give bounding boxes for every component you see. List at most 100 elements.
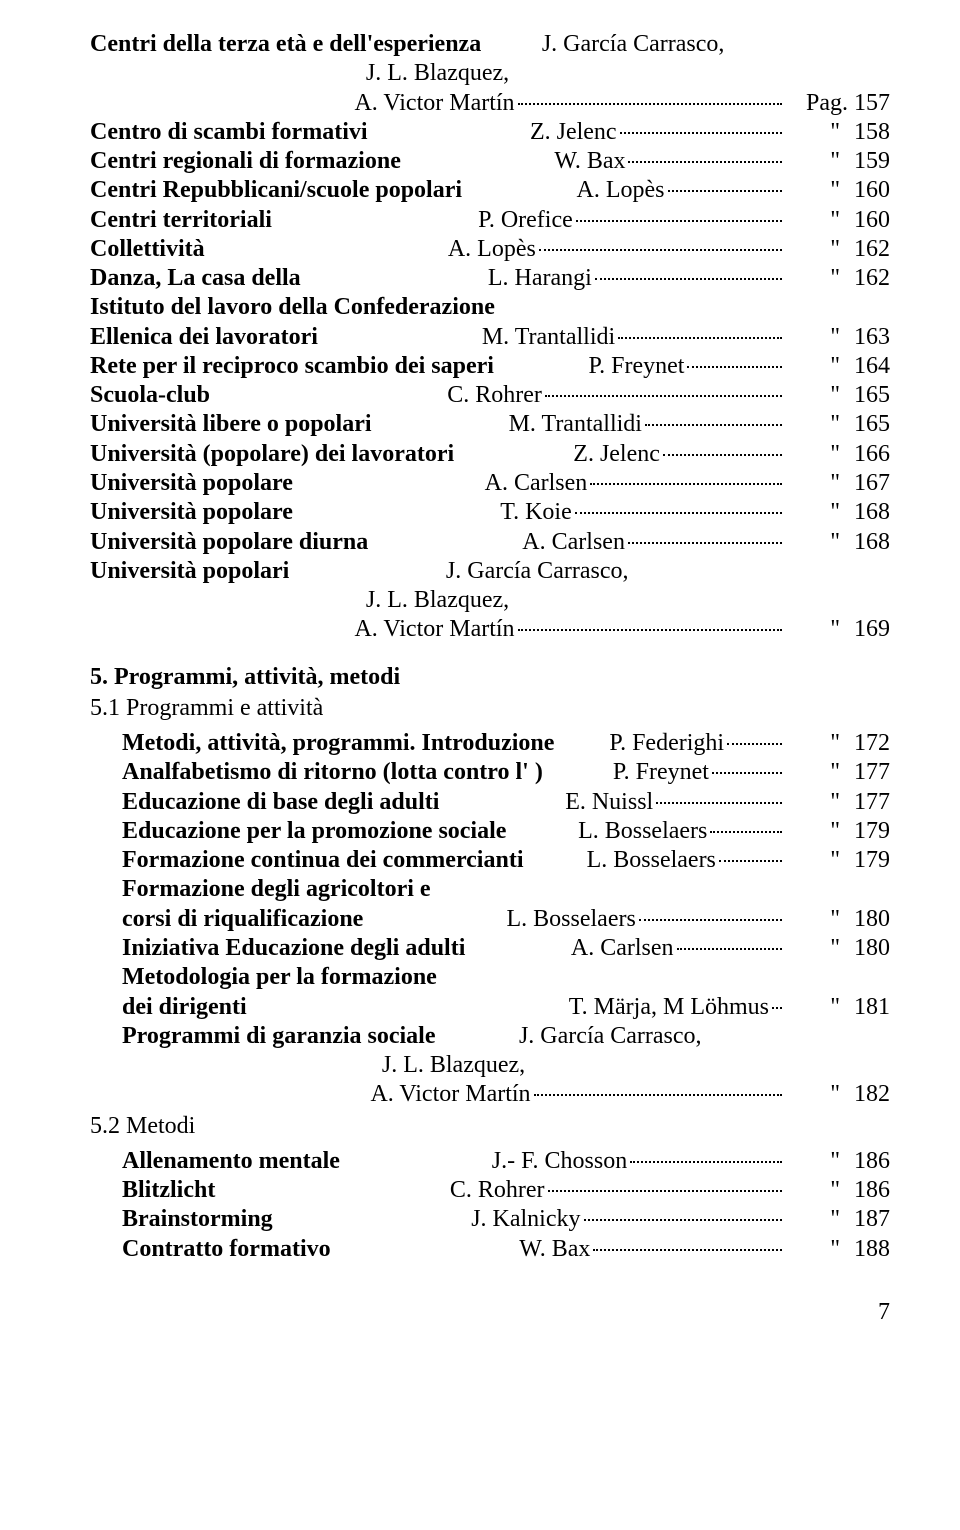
dot-leader: [518, 103, 782, 105]
toc-entry: Iniziativa Educazione degli adulti A. Car…: [122, 934, 890, 963]
dot-leader: [710, 831, 782, 833]
entry-title: Formazione degli agricoltori e: [122, 875, 890, 904]
entry-page: "162: [785, 235, 890, 264]
entry-author: J. García Carrasco,: [446, 557, 629, 586]
dot-leader: [545, 395, 782, 397]
toc-entry: Università (popolare) dei lavoratori Z. J…: [90, 440, 890, 469]
entry-title: Centri della terza età e dell'esperienza: [90, 30, 481, 59]
entry-title: Università (popolare) dei lavoratori: [90, 440, 454, 469]
dot-leader: [593, 1249, 782, 1251]
entry-page: "165: [785, 381, 890, 410]
toc-entry: Programmi di garanzia socialeJ. García C…: [122, 1022, 890, 1051]
toc-entry: dei dirigentiT. Märja, M Löhmus"181: [122, 993, 890, 1022]
entry-author: A. Victor Martín: [370, 1080, 530, 1109]
entry-title: Allenamento mentale: [122, 1147, 340, 1176]
dot-leader: [576, 220, 782, 222]
toc-entry: Centri territorialiP. Orefice"160: [90, 206, 890, 235]
dot-leader: [630, 1161, 782, 1163]
entry-page: "159: [785, 147, 890, 176]
toc-entry: Educazione di base degli adultiE. Nuissl…: [122, 788, 890, 817]
toc-entry-author-line: J. L. Blazquez," 000: [90, 59, 890, 88]
dot-leader: [656, 802, 782, 804]
entry-title: Scuola-club: [90, 381, 210, 410]
toc-entry: Educazione per la promozione socialeL. B…: [122, 817, 890, 846]
toc-entry: Centro di scambi formativiZ. Jelenc"158: [90, 118, 890, 147]
toc-entry-author-line: J. L. Blazquez," 000: [122, 1051, 890, 1080]
toc-entry-author-line: A. Victor MartínPag. 157: [90, 89, 890, 118]
entry-title: Rete per il reciproco scambio dei saperi: [90, 352, 494, 381]
entry-author: C. Rohrer: [450, 1176, 545, 1205]
toc-entry: Contratto formativoW. Bax"188: [122, 1235, 890, 1264]
subsection-heading: 5.2 Metodi: [90, 1112, 890, 1141]
entry-title: Università popolare: [90, 498, 293, 527]
dot-leader: [663, 454, 782, 456]
dot-leader: [548, 1190, 783, 1192]
dot-leader: [534, 1094, 782, 1096]
toc-entry-author-line: A. Victor Martín"182: [122, 1080, 890, 1109]
entry-page: "180: [785, 905, 890, 934]
entry-author: J. L. Blazquez,: [366, 586, 509, 615]
entry-author: J. L. Blazquez,: [382, 1051, 525, 1080]
entry-title: Università popolare diurna: [90, 528, 368, 557]
toc-entry: Centri della terza età e dell'esperienza…: [90, 30, 890, 59]
toc-entry: CollettivitàA. Lopès"162: [90, 235, 890, 264]
dot-leader: [539, 249, 782, 251]
entry-title: corsi di riqualificazione: [122, 905, 363, 934]
entry-title: Centri Repubblicani/scuole popolari: [90, 176, 462, 205]
entry-page: "186: [785, 1147, 890, 1176]
entry-title: Blitzlicht: [122, 1176, 215, 1205]
entry-title: dei dirigenti: [122, 993, 247, 1022]
entry-author: J. Kalnicky: [471, 1205, 580, 1234]
entry-title: Collettività: [90, 235, 205, 264]
dot-leader: [584, 1219, 783, 1221]
entry-title: Educazione di base degli adulti: [122, 788, 439, 817]
entry-page: "167: [785, 469, 890, 498]
dot-leader: [639, 919, 782, 921]
dot-leader: [575, 512, 782, 514]
entry-page: "158: [785, 118, 890, 147]
dot-leader: [628, 542, 782, 544]
entry-page: "168: [785, 498, 890, 527]
entry-title: Formazione continua dei commercianti: [122, 846, 523, 875]
dot-leader: [719, 860, 782, 862]
entry-page: "180: [785, 934, 890, 963]
entry-author: Z. Jelenc: [530, 118, 617, 147]
entry-author: L. Bosselaers: [578, 817, 707, 846]
dot-leader: [772, 1007, 782, 1009]
toc-entry: Analfabetismo di ritorno (lotta contro l…: [122, 758, 890, 787]
toc-entry-continuation: Metodologia per la formazione: [122, 963, 890, 992]
entry-title: Metodi, attività, programmi. Introduzion…: [122, 729, 554, 758]
entry-author: J. García Carrasco,: [519, 1022, 702, 1051]
entry-author: Z. Jelenc: [573, 440, 660, 469]
toc-entry-continuation: Istituto del lavoro della Confederazione: [90, 293, 890, 322]
entry-title: Brainstorming: [122, 1205, 273, 1234]
dot-leader: [595, 278, 782, 280]
entry-page: "163: [785, 323, 890, 352]
toc-entry-continuation: Formazione degli agricoltori e: [122, 875, 890, 904]
toc-entry: Scuola-club C. Rohrer "165: [90, 381, 890, 410]
entry-author: J. García Carrasco,: [542, 30, 725, 59]
entry-author: M. Trantallidi: [509, 410, 642, 439]
entry-author: A. Victor Martín: [354, 89, 514, 118]
entry-author: P. Freynet: [613, 758, 709, 787]
entry-title: Metodologia per la formazione: [122, 963, 890, 992]
entry-author: P. Orefice: [478, 206, 573, 235]
toc-entry: Centri Repubblicani/scuole popolari A. Lo…: [90, 176, 890, 205]
entry-page: "165: [785, 410, 890, 439]
entry-title: Centri regionali di formazione: [90, 147, 401, 176]
toc-entry: Università popolariJ. García Carrasco," …: [90, 557, 890, 586]
dot-leader: [590, 483, 782, 485]
entry-title: Ellenica dei lavoratori: [90, 323, 318, 352]
dot-leader: [668, 190, 782, 192]
entry-page: "169: [785, 615, 890, 644]
entry-author: A. Carlsen: [571, 934, 674, 963]
entry-author: T. Märja, M Löhmus: [569, 993, 769, 1022]
entry-title: Istituto del lavoro della Confederazione: [90, 293, 890, 322]
entry-page: "177: [785, 758, 890, 787]
section-heading: 5. Programmi, attività, metodi: [90, 663, 890, 692]
entry-author: J. L. Blazquez,: [366, 59, 509, 88]
toc-entry: Università libere o popolariM. Trantalli…: [90, 410, 890, 439]
entry-author: A. Lopès: [577, 176, 665, 205]
entry-author: C. Rohrer: [447, 381, 542, 410]
entry-title: Iniziativa Educazione degli adulti: [122, 934, 465, 963]
